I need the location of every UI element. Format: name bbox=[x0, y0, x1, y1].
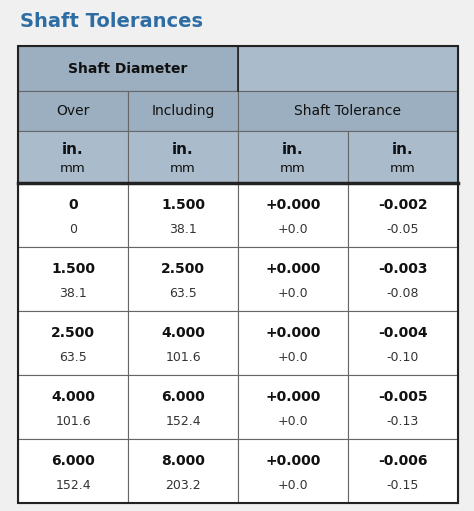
Text: +0.000: +0.000 bbox=[265, 198, 321, 213]
Text: 2.500: 2.500 bbox=[51, 327, 95, 340]
Text: +0.000: +0.000 bbox=[265, 390, 321, 404]
Text: 0: 0 bbox=[69, 223, 77, 236]
Text: +0.000: +0.000 bbox=[265, 327, 321, 340]
Text: mm: mm bbox=[170, 162, 196, 175]
Bar bbox=[238, 375, 348, 439]
Text: 63.5: 63.5 bbox=[59, 351, 87, 364]
Bar bbox=[238, 46, 458, 91]
Bar bbox=[348, 247, 458, 311]
Text: 6.000: 6.000 bbox=[51, 454, 95, 469]
Text: mm: mm bbox=[280, 162, 306, 175]
Text: 152.4: 152.4 bbox=[165, 414, 201, 428]
Text: -0.08: -0.08 bbox=[387, 287, 419, 299]
Text: +0.000: +0.000 bbox=[265, 454, 321, 469]
Text: 6.000: 6.000 bbox=[161, 390, 205, 404]
Bar bbox=[128, 131, 238, 183]
Bar bbox=[18, 46, 238, 91]
Text: +0.0: +0.0 bbox=[278, 223, 308, 236]
Bar bbox=[238, 131, 348, 183]
Bar bbox=[128, 183, 238, 247]
Text: +0.0: +0.0 bbox=[278, 351, 308, 364]
Text: +0.0: +0.0 bbox=[278, 479, 308, 492]
Bar bbox=[128, 91, 238, 131]
Bar bbox=[18, 46, 458, 503]
Text: -0.006: -0.006 bbox=[378, 454, 428, 469]
Text: +0.000: +0.000 bbox=[265, 263, 321, 276]
Text: 152.4: 152.4 bbox=[55, 479, 91, 492]
Text: 4.000: 4.000 bbox=[161, 327, 205, 340]
Text: +0.0: +0.0 bbox=[278, 287, 308, 299]
Bar bbox=[18, 91, 128, 131]
Bar bbox=[348, 131, 458, 183]
Text: -0.05: -0.05 bbox=[387, 223, 419, 236]
Bar bbox=[128, 311, 238, 375]
Bar bbox=[238, 311, 348, 375]
Bar bbox=[128, 375, 238, 439]
Text: in.: in. bbox=[282, 142, 304, 157]
Text: 38.1: 38.1 bbox=[59, 287, 87, 299]
Bar bbox=[18, 183, 128, 247]
Bar bbox=[348, 375, 458, 439]
Bar bbox=[348, 311, 458, 375]
Text: -0.15: -0.15 bbox=[387, 479, 419, 492]
Bar bbox=[238, 439, 348, 503]
Text: 8.000: 8.000 bbox=[161, 454, 205, 469]
Text: -0.002: -0.002 bbox=[378, 198, 428, 213]
Text: +0.0: +0.0 bbox=[278, 414, 308, 428]
Bar bbox=[348, 183, 458, 247]
Text: 203.2: 203.2 bbox=[165, 479, 201, 492]
Bar bbox=[18, 439, 128, 503]
Text: -0.005: -0.005 bbox=[378, 390, 428, 404]
Bar bbox=[128, 439, 238, 503]
Text: in.: in. bbox=[172, 142, 194, 157]
Text: 1.500: 1.500 bbox=[161, 198, 205, 213]
Bar bbox=[18, 131, 128, 183]
Text: in.: in. bbox=[62, 142, 84, 157]
Bar bbox=[18, 375, 128, 439]
Text: 101.6: 101.6 bbox=[55, 414, 91, 428]
Bar bbox=[238, 183, 348, 247]
Text: 0: 0 bbox=[68, 198, 78, 213]
Text: -0.10: -0.10 bbox=[387, 351, 419, 364]
Text: mm: mm bbox=[390, 162, 416, 175]
Text: Shaft Tolerances: Shaft Tolerances bbox=[20, 12, 203, 31]
Text: Over: Over bbox=[56, 104, 90, 118]
Bar bbox=[238, 91, 458, 131]
Text: 38.1: 38.1 bbox=[169, 223, 197, 236]
Text: in.: in. bbox=[392, 142, 414, 157]
Text: Including: Including bbox=[151, 104, 215, 118]
Text: 4.000: 4.000 bbox=[51, 390, 95, 404]
Bar bbox=[128, 247, 238, 311]
Bar bbox=[238, 247, 348, 311]
Text: mm: mm bbox=[60, 162, 86, 175]
Text: 63.5: 63.5 bbox=[169, 287, 197, 299]
Bar bbox=[18, 311, 128, 375]
Text: -0.13: -0.13 bbox=[387, 414, 419, 428]
Bar bbox=[348, 439, 458, 503]
Text: 101.6: 101.6 bbox=[165, 351, 201, 364]
Text: 1.500: 1.500 bbox=[51, 263, 95, 276]
Text: Shaft Tolerance: Shaft Tolerance bbox=[294, 104, 401, 118]
Text: Shaft Diameter: Shaft Diameter bbox=[68, 61, 188, 76]
Bar bbox=[18, 247, 128, 311]
Text: -0.003: -0.003 bbox=[378, 263, 428, 276]
Text: 2.500: 2.500 bbox=[161, 263, 205, 276]
Text: -0.004: -0.004 bbox=[378, 327, 428, 340]
